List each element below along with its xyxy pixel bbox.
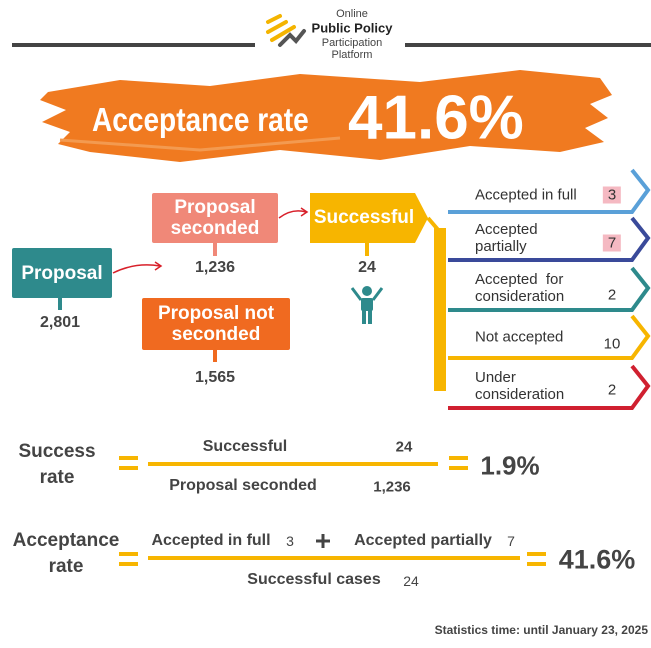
outcome-label: Not accepted <box>475 329 563 346</box>
node-count: 1,565 <box>194 369 236 386</box>
equals-signs <box>119 456 546 566</box>
stem <box>213 348 217 362</box>
header-title: Public Policy <box>311 20 393 36</box>
numerator-value: 3 <box>286 533 294 549</box>
fraction-line <box>148 462 438 466</box>
node-label: Proposal <box>21 262 103 284</box>
formula-label: Acceptance rate <box>13 528 120 580</box>
text-line: Success <box>18 441 96 462</box>
numerator-value: 7 <box>507 533 515 549</box>
node-label: seconded <box>170 218 260 239</box>
logo <box>266 14 306 47</box>
person-icon <box>350 286 384 324</box>
numerator-label: Accepted in full <box>151 532 271 549</box>
header-line: Participation <box>321 37 383 49</box>
formula-result: 41.6% <box>558 544 636 575</box>
header-rule <box>405 43 651 47</box>
text-line: rate <box>48 556 84 577</box>
formula-label: Success rate <box>18 439 95 491</box>
node-label: Proposal <box>174 197 256 218</box>
formula-result: 1.9% <box>480 450 540 481</box>
stem <box>213 242 217 256</box>
text-line: Accepted in full <box>475 186 577 204</box>
stem <box>58 296 62 310</box>
node-count: 24 <box>358 259 376 276</box>
outcome-label: Accepted in full <box>475 187 577 204</box>
plus-sign <box>316 534 330 548</box>
header-line: Online <box>336 8 368 20</box>
text-line: Under <box>475 369 516 386</box>
node-box: Proposal not seconded <box>142 298 290 350</box>
outcome-label: Accepted for consideration <box>475 271 564 305</box>
outcome-count: 10 <box>603 335 621 353</box>
node-label: Successful <box>313 207 415 228</box>
node-count: 2,801 <box>39 314 81 331</box>
node-box: Proposal seconded <box>152 193 278 243</box>
connector <box>426 216 442 234</box>
outcome-ribbons <box>448 168 651 410</box>
banner-value: 41.6% <box>348 83 524 153</box>
node-count: 1,236 <box>194 259 236 276</box>
denominator-value: 1,236 <box>373 478 411 496</box>
text-line: Acceptance <box>12 530 120 551</box>
outcome-bar <box>434 228 446 391</box>
denominator-label: Successful cases <box>247 571 381 588</box>
text-line: Accepted for <box>475 271 564 288</box>
outcome-count: 2 <box>607 381 617 399</box>
header-rule <box>12 43 255 47</box>
fraction-line <box>148 556 520 560</box>
denominator-label: Proposal seconded <box>169 477 317 494</box>
outcome-count: 3 <box>602 186 622 204</box>
node-label: seconded <box>171 324 261 345</box>
footer: Statistics time: until January 23, 2025 <box>434 623 648 637</box>
text-line: Not accepted <box>475 328 564 346</box>
brush-stroke <box>59 136 341 152</box>
numerator-label: Successful <box>202 438 288 455</box>
successful-box <box>310 193 428 243</box>
numerator-label: Accepted partially <box>354 532 492 549</box>
outcome-label: Accepted partially <box>475 221 538 255</box>
outcome-label: Under consideration <box>475 369 564 403</box>
banner-brush <box>40 70 612 162</box>
arrow <box>112 207 309 274</box>
text-line: partially <box>475 238 527 255</box>
text-line: consideration <box>475 288 565 305</box>
outcome-count: 2 <box>607 286 617 304</box>
outcome-count: 7 <box>602 234 622 252</box>
node-label: Proposal not <box>157 303 275 324</box>
stem <box>365 242 369 256</box>
text-line: rate <box>39 467 75 488</box>
denominator-value: 24 <box>403 573 419 589</box>
numerator-value: 24 <box>395 438 413 456</box>
text-line: Accepted <box>475 221 538 238</box>
node-box: Proposal <box>12 248 112 298</box>
text-line: consideration <box>475 386 565 403</box>
header-line: Platform <box>331 49 373 61</box>
banner-label: Acceptance rate <box>92 101 309 138</box>
